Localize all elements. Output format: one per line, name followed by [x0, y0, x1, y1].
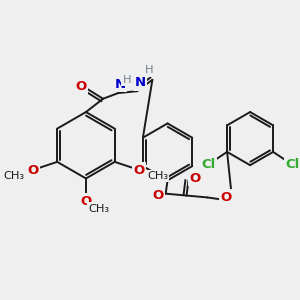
Text: Cl: Cl — [285, 158, 299, 171]
Text: CH₃: CH₃ — [4, 171, 25, 181]
Text: O: O — [190, 172, 201, 185]
Text: O: O — [134, 164, 145, 177]
Text: N: N — [134, 76, 146, 89]
Text: Cl: Cl — [201, 158, 215, 171]
Text: O: O — [76, 80, 87, 93]
Text: O: O — [152, 189, 164, 202]
Text: CH₃: CH₃ — [147, 171, 168, 181]
Text: N: N — [115, 78, 126, 91]
Text: H: H — [122, 75, 131, 85]
Text: O: O — [27, 164, 38, 177]
Text: CH₃: CH₃ — [89, 204, 110, 214]
Text: O: O — [80, 195, 92, 208]
Text: H: H — [145, 65, 154, 75]
Text: O: O — [221, 191, 232, 204]
